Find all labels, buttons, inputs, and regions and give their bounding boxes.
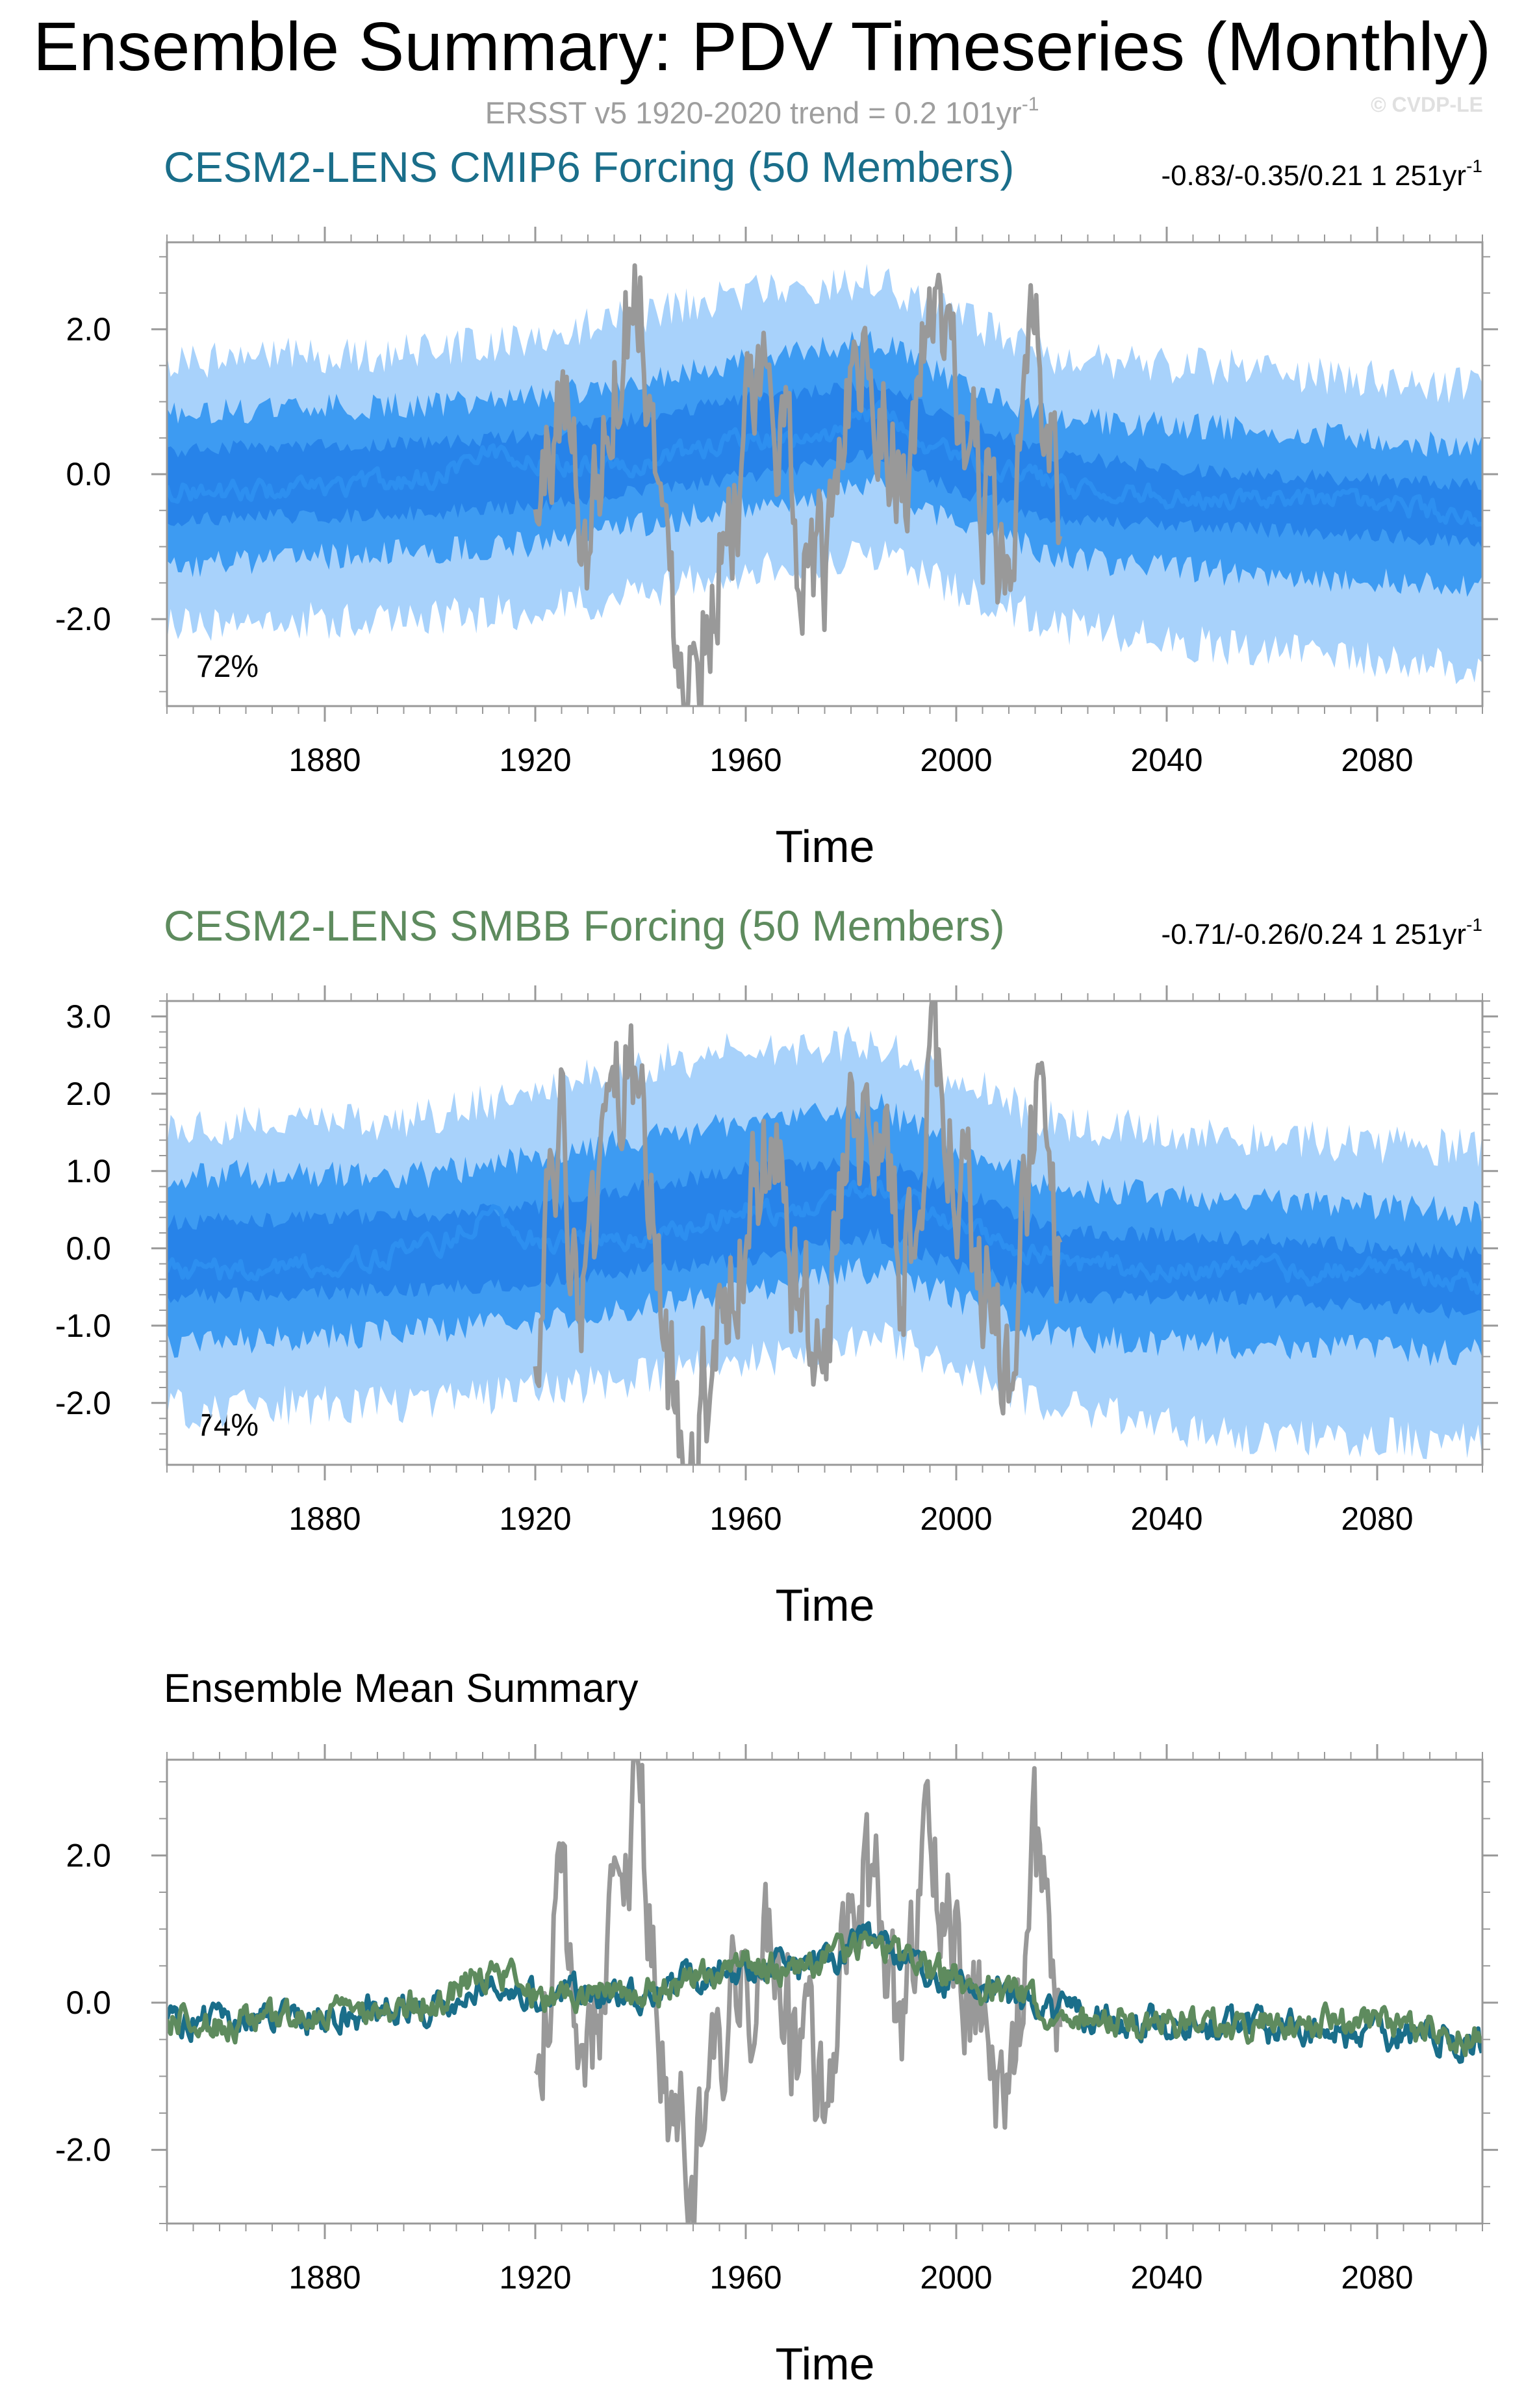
panel-smbb-ytick-label: -2.0 [55, 1385, 111, 1421]
panel-cmip6-xtick-label: 2040 [1130, 742, 1202, 778]
panel-ensemble-mean-plot-area [167, 1760, 1482, 2224]
watermark: © CVDP-LE [1371, 93, 1483, 116]
panel-cmip6-ytick-label: 2.0 [66, 311, 111, 348]
panel-cmip6-ytick-label: -2.0 [55, 601, 111, 637]
panel-smbb-plot-area [167, 1001, 1482, 1465]
panel-smbb-ytick-label: 1.0 [66, 1153, 111, 1189]
panel-cmip6-band-ensemble-25-75-range [167, 377, 1482, 548]
panel-cmip6-xtick-label: 2080 [1341, 742, 1413, 778]
panel-cmip6-xtick-label: 1960 [709, 742, 781, 778]
panel-cmip6-trend-text: -0.83/-0.35/0.21 1 251yr [1161, 160, 1466, 192]
figure-subtitle-exponent: -1 [1022, 94, 1039, 115]
panel-cmip6-xtick-label: 1880 [288, 742, 361, 778]
panel-smbb-xtick-label: 2080 [1341, 1501, 1413, 1537]
panel-cmip6-trend-label: -0.83/-0.35/0.21 1 251yr-1 [1161, 156, 1482, 192]
panel-ensemble-mean-title: Ensemble Mean Summary [164, 1666, 639, 1711]
panel-ensemble-mean-line-cesm2-lens-smbb-forcing-mean [167, 1930, 1482, 2057]
panel-smbb-xtick-label: 2040 [1130, 1501, 1202, 1537]
panel-smbb-line-ersst-v5 [533, 1001, 1063, 1465]
panel-ensemble-mean-ytick-label: -2.0 [55, 2132, 111, 2168]
panel-smbb-ytick-label: 0.0 [66, 1230, 111, 1267]
panel-smbb-xlabel: Time [776, 1580, 875, 1630]
panel-cmip6-xlabel: Time [776, 821, 875, 872]
panel-smbb-ytick-label: 3.0 [66, 998, 111, 1035]
panel-ensemble-mean-xtick-label: 1920 [499, 2259, 571, 2296]
panel-cmip6-percent: 72% [196, 650, 259, 684]
panel-cmip6-title: CESM2-LENS CMIP6 Forcing (50 Members) [164, 143, 1014, 191]
figure-title: Ensemble Summary: PDV Timeseries (Monthl… [33, 8, 1491, 85]
panel-ensemble-mean-xlabel: Time [776, 2338, 875, 2389]
panel-ensemble-mean-ytick-label: 2.0 [66, 1837, 111, 1873]
panel-smbb-percent: 74% [196, 1408, 259, 1443]
panel-ensemble-mean-xtick-label: 2000 [920, 2259, 992, 2296]
panel-smbb-trend-exponent: -1 [1466, 915, 1482, 935]
panel-cmip6: CESM2-LENS CMIP6 Forcing (50 Members) -0… [55, 143, 1498, 872]
panel-cmip6-line-ensemble-mean [167, 399, 1482, 527]
panel-smbb-trend-label: -0.71/-0.26/0.24 1 251yr-1 [1161, 915, 1482, 950]
panel-cmip6-plot-area [167, 263, 1482, 706]
panel-smbb-xtick-label: 1960 [709, 1501, 781, 1537]
panel-smbb-xtick-label: 1880 [288, 1501, 361, 1537]
panel-cmip6-trend-exponent: -1 [1466, 156, 1482, 176]
panel-smbb-line-ensemble-mean [167, 1180, 1482, 1295]
panel-smbb: CESM2-LENS SMBB Forcing (50 Members) -0.… [55, 902, 1498, 1630]
panel-smbb-trend-text: -0.71/-0.26/0.24 1 251yr [1161, 919, 1466, 950]
figure-subtitle: ERSST v5 1920-2020 trend = 0.2 101yr-1 [485, 94, 1039, 130]
panel-ensemble-mean-xtick-label: 2040 [1130, 2259, 1202, 2296]
figure-subtitle-text: ERSST v5 1920-2020 trend = 0.2 101yr [485, 95, 1022, 130]
panel-smbb-xtick-label: 1920 [499, 1501, 571, 1537]
panel-ensemble-mean-xtick-label: 2080 [1341, 2259, 1413, 2296]
panel-cmip6-xtick-label: 2000 [920, 742, 992, 778]
panel-cmip6-xtick-label: 1920 [499, 742, 571, 778]
panel-smbb-xtick-label: 2000 [920, 1501, 992, 1537]
panel-ensemble-mean-ytick-label: 0.0 [66, 1984, 111, 2021]
panel-smbb-ytick-label: 2.0 [66, 1076, 111, 1112]
panel-smbb-title: CESM2-LENS SMBB Forcing (50 Members) [164, 902, 1005, 950]
panel-ensemble-mean-xtick-label: 1880 [288, 2259, 361, 2296]
panel-cmip6-line-ersst-v5 [533, 263, 1063, 706]
panel-smbb-ytick-label: -1.0 [55, 1308, 111, 1344]
panel-cmip6-ytick-label: 0.0 [66, 456, 111, 492]
panel-ensemble-mean: Ensemble Mean Summary Time -2.0 0.0 2.0 188… [55, 1666, 1498, 2389]
panel-ensemble-mean-xtick-label: 1960 [709, 2259, 781, 2296]
